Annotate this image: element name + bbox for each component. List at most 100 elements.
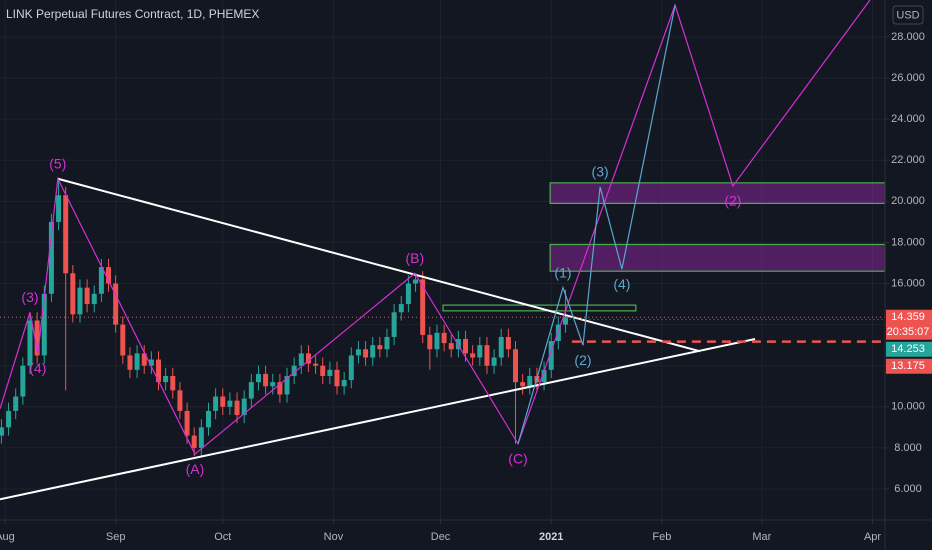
currency[interactable]: USD xyxy=(896,9,919,21)
candle-body xyxy=(284,375,290,395)
x-tick-label: Dec xyxy=(431,531,451,543)
candle-body xyxy=(6,410,12,428)
x-tick-label: Aug xyxy=(0,531,15,543)
candle-body xyxy=(205,410,211,428)
y-tick-label: 6.000 xyxy=(894,483,922,495)
candle-body xyxy=(241,398,247,416)
candle-body xyxy=(163,375,169,383)
wave-label: (2) xyxy=(724,193,741,209)
candle-body xyxy=(227,400,233,407)
candle-body xyxy=(505,336,511,350)
wave-label: (3) xyxy=(592,164,609,180)
price-label-box xyxy=(886,341,932,357)
candle-body xyxy=(113,283,119,325)
candle-body xyxy=(248,382,254,399)
trend-line xyxy=(0,338,756,501)
price-label-box xyxy=(886,358,932,374)
candle-body xyxy=(141,353,147,366)
x-tick-label: Mar xyxy=(752,531,771,543)
price-label-box xyxy=(886,309,932,340)
x-tick-label: 2021 xyxy=(539,531,563,543)
candle-body xyxy=(120,324,126,356)
wave-label: (5) xyxy=(49,155,66,171)
candle-body xyxy=(405,283,411,305)
candle-body xyxy=(363,349,369,358)
candle-body xyxy=(527,375,533,387)
plot: (3) (4) (5) (A) (B) (C) (2) (1) (2) (3) (4) xyxy=(0,0,886,520)
candle-body xyxy=(548,341,554,370)
candle-body xyxy=(355,349,361,356)
candle-body xyxy=(34,320,40,356)
candle-body xyxy=(298,353,304,366)
y-tick-label: 16.000 xyxy=(891,277,925,289)
wave-line xyxy=(517,5,676,444)
candle-body xyxy=(398,304,404,313)
y-tick-label: 8.000 xyxy=(894,442,922,454)
currency-button[interactable] xyxy=(892,5,924,25)
candle-body xyxy=(291,365,297,376)
candle-body xyxy=(313,363,319,366)
candle-body xyxy=(470,353,476,358)
candle-body xyxy=(127,355,133,370)
wave-label: (3) xyxy=(21,289,38,305)
candle-body xyxy=(441,332,447,344)
candle-body xyxy=(191,435,197,448)
trend-line xyxy=(57,177,701,353)
candle-body xyxy=(520,382,526,387)
price-label: 14.253 xyxy=(891,343,925,355)
candle-body xyxy=(77,287,83,315)
wave-line xyxy=(0,0,871,455)
candle-body xyxy=(327,369,333,376)
chart-title: LINK Perpetual Futures Contract, 1D, PHE… xyxy=(6,7,259,21)
y-tick-label: 28.000 xyxy=(891,31,925,43)
x-tick-label: Nov xyxy=(324,531,344,543)
candle-body xyxy=(277,382,283,395)
candle-body xyxy=(434,332,440,350)
wave-label: (1) xyxy=(554,264,571,280)
candle-body xyxy=(84,287,90,305)
y-tick-label: 22.000 xyxy=(891,154,925,166)
y-tick-label: 18.000 xyxy=(891,236,925,248)
candle-body xyxy=(320,365,326,376)
candle-body xyxy=(370,345,376,358)
candle-body xyxy=(263,373,269,387)
candle-body xyxy=(427,334,433,350)
candle-body xyxy=(213,396,219,411)
wave-label: (4) xyxy=(613,276,630,292)
x-tick-label: Apr xyxy=(864,531,881,543)
candle-body xyxy=(41,293,47,356)
candle-body xyxy=(20,365,26,397)
zone xyxy=(442,304,637,312)
candle-body xyxy=(0,427,4,436)
candle-body xyxy=(341,380,347,387)
zone xyxy=(549,243,886,272)
candle-body xyxy=(220,396,226,407)
candle-body xyxy=(484,345,490,366)
zone xyxy=(549,182,886,204)
candle-body xyxy=(234,400,240,416)
candle-body xyxy=(170,375,176,391)
x-tick-label: Feb xyxy=(652,531,671,543)
candle-body xyxy=(255,373,261,383)
candle-body xyxy=(384,336,390,350)
y-tick-label: 10.000 xyxy=(891,401,925,413)
candle-body xyxy=(148,359,154,366)
wave-label: (B) xyxy=(405,250,424,266)
candle-body xyxy=(70,273,76,315)
candle-body xyxy=(541,369,547,383)
candle-body xyxy=(334,369,340,387)
price-label: 14.359 xyxy=(891,311,925,323)
candle-body xyxy=(377,345,383,350)
candle-body xyxy=(463,338,469,354)
candle-body xyxy=(413,279,419,284)
candle-body xyxy=(48,221,54,294)
candle-body xyxy=(63,195,69,274)
wave-label: (4) xyxy=(29,360,46,376)
wave-label: (C) xyxy=(508,450,527,466)
candle-body xyxy=(177,390,183,411)
x-tick-label: Sep xyxy=(106,531,126,543)
candle-body xyxy=(513,349,519,383)
candle-body xyxy=(156,359,162,383)
